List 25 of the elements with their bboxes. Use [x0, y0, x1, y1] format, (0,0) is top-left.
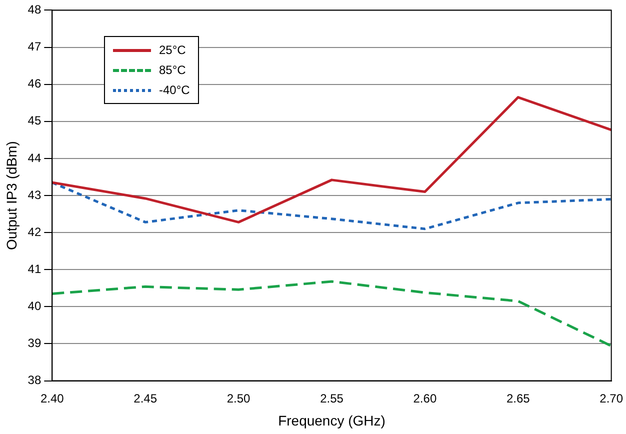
- y-tick-label: 40: [28, 298, 42, 313]
- x-tick-label: 2.65: [506, 391, 530, 406]
- y-tick-label: 47: [28, 40, 42, 54]
- y-tick-label: 38: [28, 373, 42, 388]
- y-axis-title: Output IP3 (dBm): [3, 141, 20, 250]
- x-tick-label: 2.55: [320, 391, 344, 406]
- y-tick-label: 42: [28, 224, 42, 239]
- line-series: [52, 280, 612, 348]
- y-tick-label: 45: [28, 114, 42, 128]
- y-tick-label: 39: [28, 336, 42, 350]
- y-tick-label: 43: [28, 188, 42, 202]
- x-tick-label: 2.50: [226, 391, 251, 406]
- x-tick-label: 2.60: [413, 391, 437, 406]
- y-tick-label: 41: [28, 262, 42, 276]
- y-tick-label: 46: [28, 76, 42, 91]
- y-tick-label: 48: [28, 2, 42, 17]
- legend-label: -40°C: [159, 83, 190, 97]
- x-axis-title: Frequency (GHz): [278, 412, 386, 428]
- legend-label: 25°C: [159, 43, 186, 57]
- x-tick-label: 2.70: [600, 391, 624, 406]
- y-tick-label: 44: [28, 150, 42, 165]
- x-tick-label: 2.40: [40, 391, 64, 406]
- x-tick-label: 2.45: [134, 391, 158, 406]
- line-series: [52, 181, 612, 230]
- legend-label: 85°C: [159, 63, 186, 77]
